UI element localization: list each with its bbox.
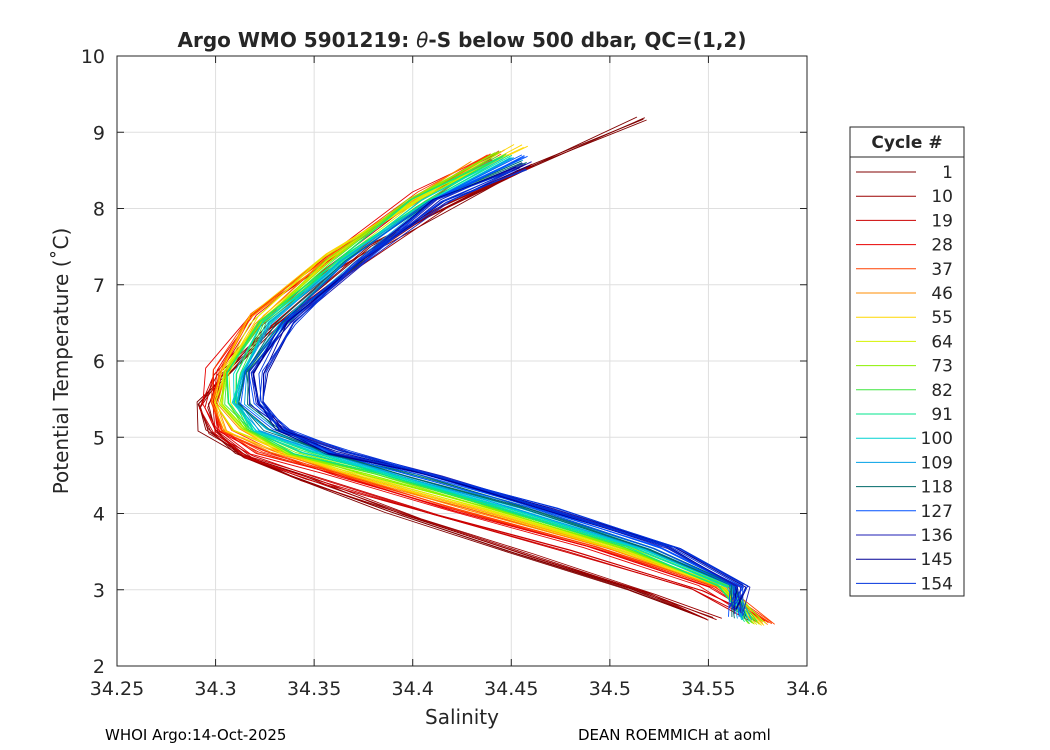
profile-line [238,159,733,618]
profile-line [197,118,704,619]
legend-label: 10 [931,187,953,207]
y-tick-label: 4 [93,504,105,526]
profile-line [214,153,749,624]
legend-label: 100 [921,429,953,449]
legend-label: 28 [931,236,953,256]
legend-label: 109 [921,453,953,473]
legend-label: 55 [931,308,953,328]
y-tick-label: 9 [93,122,105,144]
profile-line [240,154,731,617]
series-layer [196,116,775,626]
y-tick-label: 7 [93,275,105,297]
legend-label: 73 [931,357,953,377]
profile-line [204,160,758,622]
profile-line [222,152,754,625]
legend-label: 118 [921,478,953,498]
profile-line [233,157,738,619]
y-tick-labels: 2 3 4 5 6 7 8 9 10 [81,46,105,678]
x-tick-label: 34.55 [681,678,735,700]
chart-title: Argo WMO 5901219: θ-S below 500 dbar, QC… [178,28,747,52]
y-tick-label: 8 [93,199,105,221]
legend-label: 82 [931,381,953,401]
legend-title: Cycle # [871,133,942,153]
profile-line [231,157,743,621]
legend-label: 46 [931,284,953,304]
legend-label: 127 [921,502,953,522]
plot-frame [116,55,808,667]
series-cycle-154 [250,168,749,610]
legend-label: 145 [921,550,953,570]
chart-title-prefix: Argo WMO 5901219: [178,28,417,52]
x-tick-label: 34.4 [392,678,434,700]
legend-label: 64 [931,332,953,352]
y-tick-label: 3 [93,580,105,602]
chart-title-symbol: θ [416,28,428,52]
x-tick-label: 34.35 [287,678,341,700]
legend-label: 91 [931,405,953,425]
y-tick-label: 2 [93,656,105,678]
profile-line [248,163,736,615]
legend-items: 1 10 19 28 37 46 55 64 73 82 91 100 109 118 127 136 145 1… [856,163,953,594]
profile-line [226,157,745,623]
profile-line [202,152,760,624]
y-axis-label: Potential Temperature (˚C) [49,228,73,495]
y-tick-label: 5 [93,427,105,449]
profile-line [212,158,762,620]
y-tick-label: 6 [93,351,105,373]
profile-line [220,146,765,626]
y-tick-label: 10 [81,46,105,68]
x-tick-label: 34.25 [90,678,144,700]
profile-line [213,144,753,624]
profile-line [262,168,749,609]
legend-label: 37 [931,260,953,280]
chart-title-suffix: -S below 500 dbar, QC=(1,2) [428,28,746,52]
legend: Cycle # 1 10 19 28 37 46 55 64 73 82 91 100 109 118 12… [849,126,965,597]
x-tick-label: 34.3 [194,678,236,700]
legend-label: 136 [921,526,953,546]
footer-right: DEAN ROEMMICH at aoml [578,726,771,744]
profile-line [259,169,744,610]
legend-label: 1 [942,163,953,183]
legend-label: 19 [931,211,953,231]
profile-line [258,168,744,608]
x-tick-label: 34.5 [589,678,631,700]
x-tick-label: 34.6 [786,678,828,700]
legend-box [849,126,965,597]
x-axis-label: Salinity [425,705,499,729]
x-tick-label: 34.45 [484,678,538,700]
x-tick-labels: 34.25 34.3 34.35 34.4 34.45 34.5 34.55 34.6 [90,678,828,700]
legend-label: 154 [921,574,953,594]
footer-left: WHOI Argo:14-Oct-2025 [105,726,287,744]
